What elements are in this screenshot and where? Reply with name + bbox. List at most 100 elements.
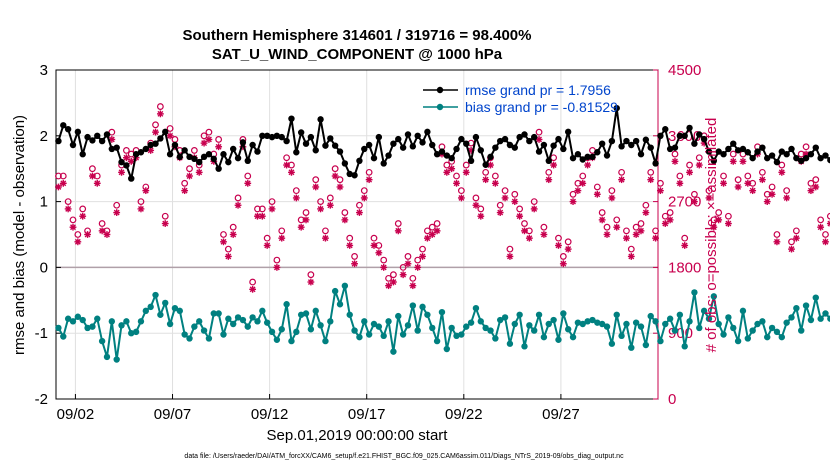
obs-assimilated-point — [506, 253, 514, 260]
bias-point — [166, 320, 174, 328]
bias-point — [118, 322, 125, 329]
rmse-point — [764, 154, 771, 162]
obs-possible-point — [224, 245, 232, 253]
rmse-point — [200, 153, 208, 161]
rmse-point — [210, 155, 217, 163]
obs-assimilated-point — [307, 278, 315, 286]
bias-point — [293, 328, 300, 336]
rmse-point — [346, 170, 353, 178]
obs-assimilated-point — [637, 227, 645, 235]
bias-point — [55, 324, 62, 332]
bias-point — [725, 314, 732, 321]
obs-possible-point — [351, 253, 358, 260]
bias-point — [710, 293, 718, 300]
obs-assimilated-point — [84, 231, 91, 238]
rmse-point — [263, 132, 271, 139]
obs-assimilated-point — [496, 209, 504, 216]
obs-possible-point — [657, 179, 664, 187]
rmse-point — [429, 141, 436, 149]
rmse-point — [254, 148, 261, 155]
obs-assimilated-point — [579, 179, 587, 187]
obs-possible-point — [516, 205, 524, 213]
bias-point — [322, 337, 329, 345]
obs-assimilated-point — [457, 194, 465, 202]
rmse-point — [497, 137, 504, 145]
rmse-point — [734, 147, 742, 154]
obs-assimilated-point — [79, 212, 87, 220]
obs-possible-point — [817, 216, 825, 224]
bias-point — [720, 331, 727, 338]
bias-point — [225, 315, 232, 322]
bias-point — [244, 323, 251, 330]
obs-possible-point — [181, 179, 189, 187]
rmse-point — [696, 131, 703, 138]
rmse-point — [186, 153, 193, 161]
obs-assimilated-point — [278, 234, 286, 242]
rmse-point — [128, 175, 135, 182]
rmse-point — [307, 133, 315, 141]
obs-assimilated-point — [195, 168, 203, 176]
rmse-point — [123, 162, 130, 169]
bias-point — [574, 319, 582, 326]
rmse-point — [64, 126, 72, 133]
bias-point — [365, 331, 373, 338]
bias-point — [793, 304, 800, 312]
bias-point — [666, 315, 674, 322]
obs-assimilated-point — [710, 223, 718, 231]
obs-assimilated-point — [443, 168, 451, 176]
bias-point — [501, 314, 509, 321]
bias-point — [467, 319, 475, 326]
obs-assimilated-point — [477, 212, 485, 220]
bias-series — [55, 282, 830, 363]
rmse-point — [239, 139, 247, 146]
bias-point — [647, 312, 654, 320]
x-axis-label: Sep.01,2019 00:00:00 start — [267, 427, 449, 444]
bias-point — [506, 340, 514, 347]
rmse-point — [773, 158, 781, 166]
obs-possible-point — [341, 209, 349, 216]
rmse-point — [535, 148, 543, 155]
bias-point — [526, 322, 533, 329]
obs-possible-point — [428, 223, 436, 231]
rmse-point — [671, 144, 679, 151]
rmse-point — [569, 154, 577, 162]
rmse-point — [555, 135, 562, 143]
obs-possible-point — [283, 154, 291, 162]
obs-assimilated-point — [705, 194, 713, 202]
bias-point — [734, 337, 742, 345]
rmse-point — [613, 104, 620, 112]
bias-point — [545, 320, 552, 328]
obs-possible-point — [152, 121, 159, 129]
bias-point — [142, 307, 150, 315]
obs-possible-point — [370, 234, 378, 242]
bias-point — [773, 328, 781, 336]
obs-assimilated-point — [768, 190, 776, 198]
obs-possible-point — [623, 227, 630, 235]
bias-point — [341, 282, 349, 290]
obs-possible-point — [773, 231, 781, 238]
obs-assimilated-point — [822, 238, 829, 246]
bias-point — [676, 311, 684, 318]
bias-point — [671, 327, 679, 334]
obs-possible-point — [686, 161, 693, 169]
bias-point — [176, 307, 183, 315]
bias-point — [380, 332, 387, 340]
bias-point — [458, 331, 465, 338]
rmse-point — [691, 140, 698, 147]
obs-assimilated-point — [749, 187, 757, 195]
obs-assimilated-point — [695, 161, 703, 169]
rmse-point — [278, 133, 285, 141]
obs-possible-point — [98, 220, 106, 227]
obs-assimilated-point — [288, 168, 295, 176]
rmse-point — [215, 165, 222, 172]
rmse-point — [443, 152, 451, 159]
obs-possible-point — [137, 198, 145, 206]
obs-possible-point — [244, 172, 252, 180]
rmse-point — [414, 132, 421, 139]
obs-assimilated-point — [356, 209, 363, 216]
obs-assimilated-point — [55, 183, 62, 191]
rmse-point — [424, 128, 431, 136]
bias-point — [613, 311, 620, 318]
obs-assimilated-point — [773, 238, 781, 246]
